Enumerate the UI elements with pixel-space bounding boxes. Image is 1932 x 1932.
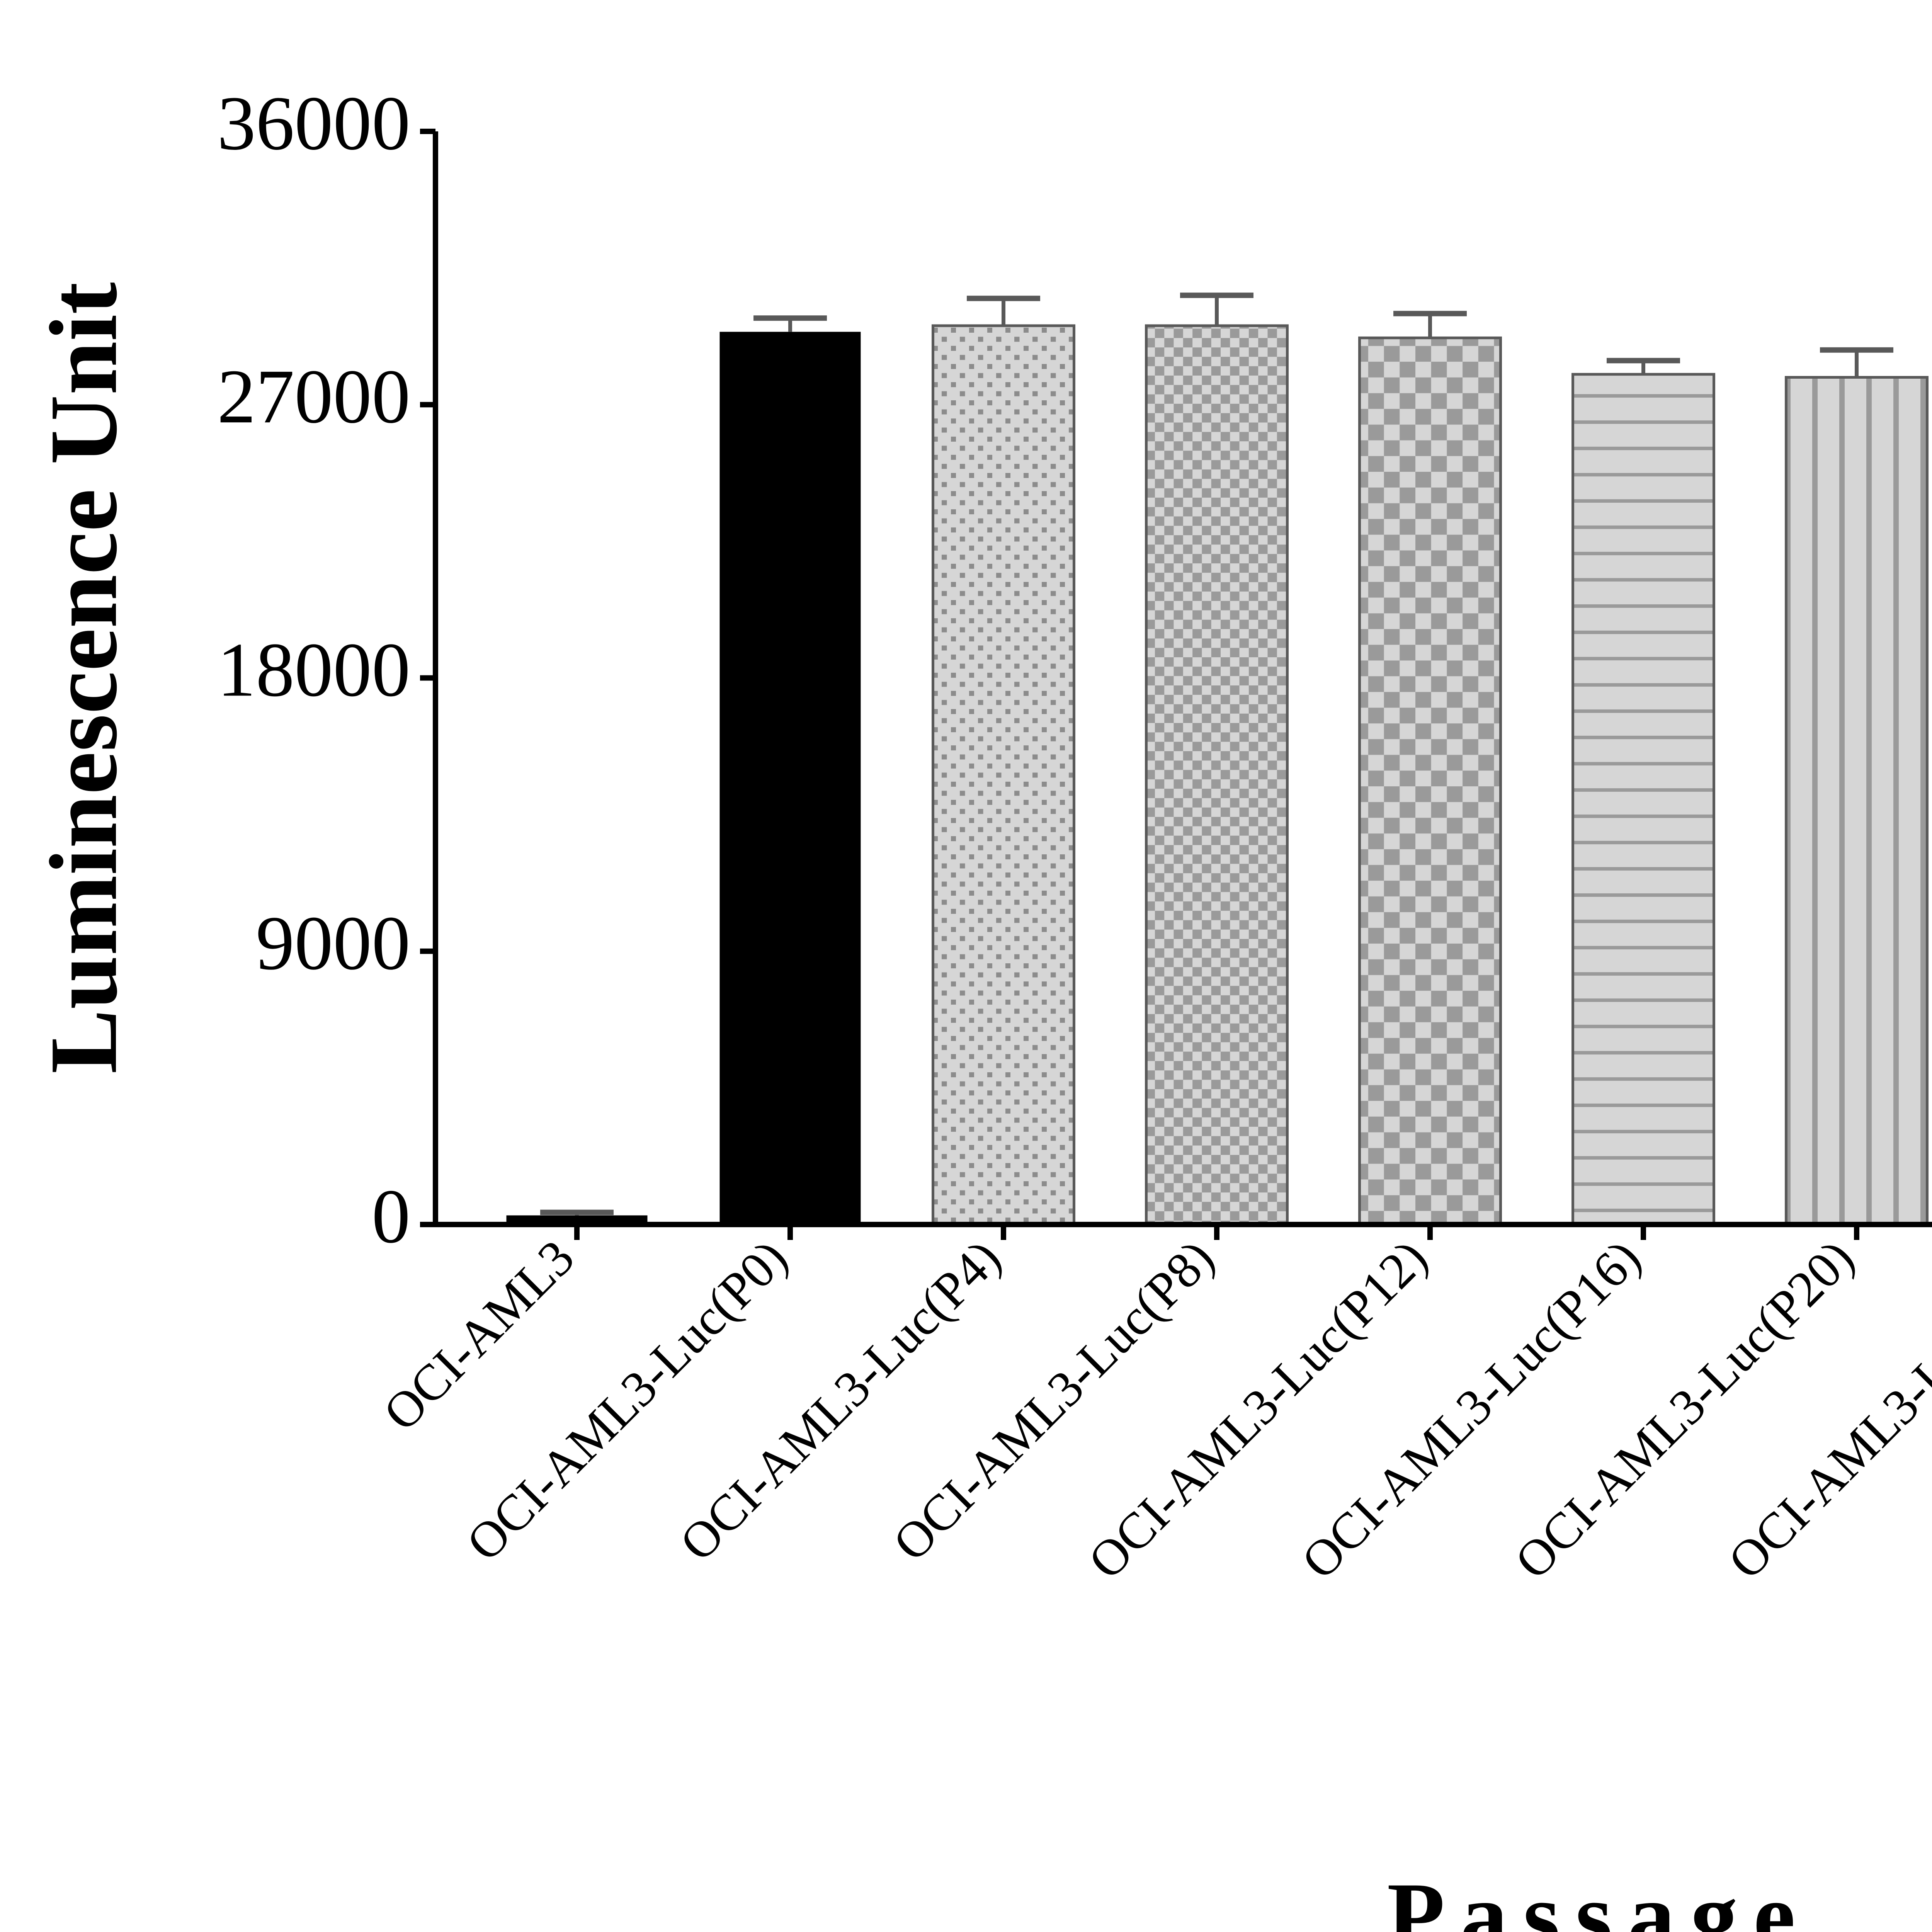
- svg-text:OCI-AML3: OCI-AML3: [372, 1229, 585, 1442]
- svg-text:18000: 18000: [217, 627, 410, 713]
- svg-text:Luminescence Unit: Luminescence Unit: [30, 282, 137, 1073]
- svg-text:0: 0: [372, 1174, 410, 1259]
- svg-text:9000: 9000: [256, 901, 410, 986]
- svg-text:36000: 36000: [217, 81, 410, 166]
- svg-text:Passage: Passage: [1387, 1863, 1811, 1932]
- svg-text:27000: 27000: [217, 354, 410, 439]
